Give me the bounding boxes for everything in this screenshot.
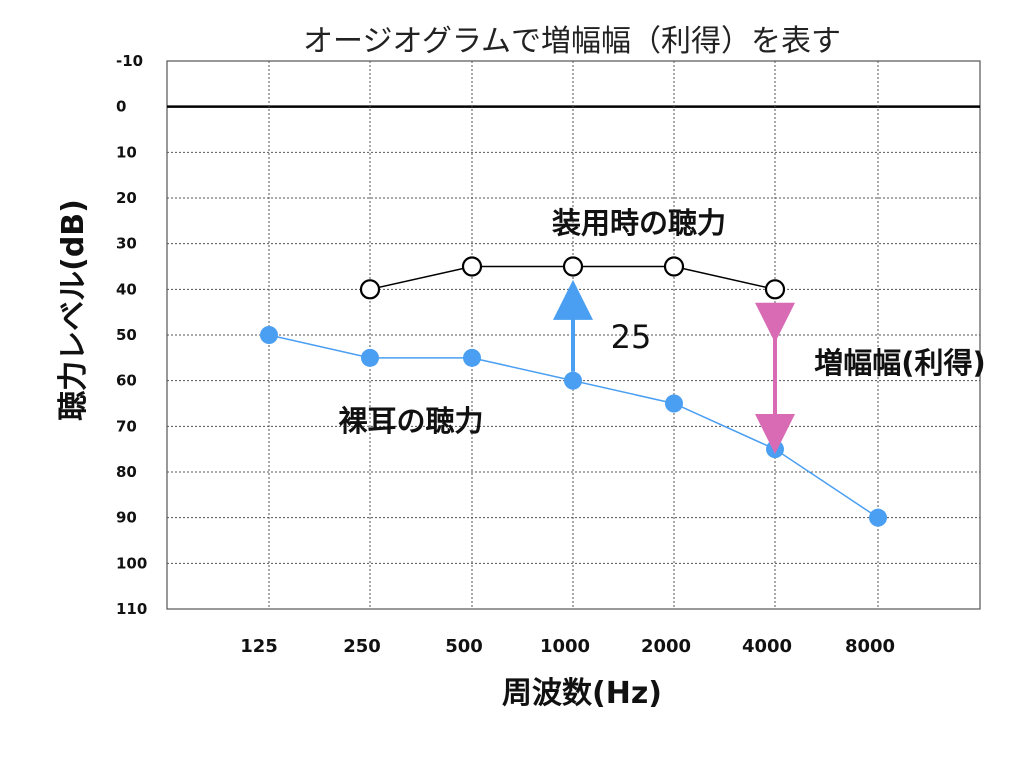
x-tick-label: 125 [240,636,278,657]
y-axis-ticks: -10 0 10 20 30 40 50 60 70 80 90 100 110 [116,52,147,618]
x-tick-label: 8000 [845,636,895,657]
x-tick-label: 1000 [540,636,590,657]
data-point [463,348,481,367]
chart-title: オージオグラムで増幅幅（利得）を表す [303,24,841,59]
data-point [260,326,278,344]
x-axis-label: 周波数(Hz) [502,676,662,711]
y-axis-label: 聴力レベル(dB) [56,199,91,421]
y-tick-label: 110 [116,600,147,618]
series [260,256,887,527]
y-tick-label: -10 [116,52,143,70]
x-tick-label: 500 [445,636,483,657]
y-tick-label: 60 [116,372,137,390]
y-tick-label: 80 [116,463,137,481]
data-point [665,394,683,413]
y-tick-label: 50 [116,326,137,344]
series-label-unaided: 裸耳の聴力 [338,404,483,438]
y-tick-label: 30 [116,235,137,253]
x-axis-ticks: 125 250 500 1000 2000 4000 8000 [240,636,895,657]
x-tick-label: 2000 [641,636,691,657]
y-tick-label: 10 [116,143,137,161]
series-label-aided: 装用時の聴力 [552,206,726,240]
y-tick-label: 90 [116,509,137,527]
y-tick-label: 20 [116,189,137,207]
y-tick-label: 70 [116,417,137,435]
data-point [766,440,784,459]
gain-value-label: 25 [611,318,652,356]
data-point [764,279,786,300]
gain-label: 増幅幅(利得) [814,346,986,380]
x-tick-label: 4000 [742,636,792,657]
data-point [562,256,584,277]
y-tick-label: 40 [116,280,137,298]
series-aided [359,256,786,300]
data-point [869,508,887,527]
data-point [359,279,381,300]
y-tick-label: 100 [116,554,147,572]
data-point [663,256,685,277]
data-point [461,256,483,277]
data-point [564,371,582,390]
x-tick-label: 250 [343,636,381,657]
y-tick-label: 0 [116,98,126,116]
data-point [361,348,379,367]
